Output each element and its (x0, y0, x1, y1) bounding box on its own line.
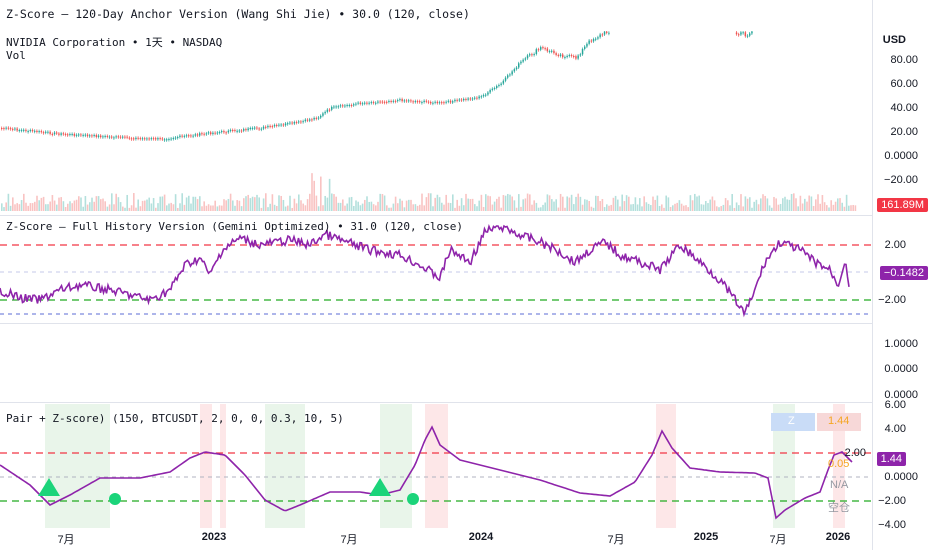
price-axis-divider (872, 0, 873, 550)
empty-pane-tick: 1.0000 (884, 338, 918, 350)
pair-tick: 6.00 (884, 399, 906, 411)
short-zone-highlight (656, 404, 676, 528)
short-zone-highlight (833, 404, 845, 528)
long-zone-highlight (265, 404, 305, 528)
long-zone-highlight (45, 404, 110, 528)
z-full-tick: −2.00 (878, 294, 906, 306)
price-tick: 40.00 (890, 102, 918, 114)
pair-z-box (771, 413, 815, 431)
pair-tick: −4.00 (878, 519, 906, 531)
symbol-info[interactable]: NVIDIA Corporation • 1天 • NASDAQ (6, 36, 223, 49)
z-full-title[interactable]: Z-Score – Full History Version (Gemini O… (6, 220, 463, 233)
time-axis-label: 2024 (468, 531, 494, 543)
long-zone-highlight (773, 404, 795, 528)
pair-na-label: N/A (830, 479, 849, 491)
time-axis-label: 7月 (57, 534, 75, 546)
price-tick: 60.00 (890, 78, 918, 90)
pair-tick: 0.0000 (884, 471, 918, 483)
pane-divider-2[interactable] (0, 323, 872, 324)
empty-pane-tick: 0.0000 (884, 389, 918, 401)
price-candles (1, 31, 753, 142)
short-zone-highlight (200, 404, 212, 528)
time-axis-label: 7月 (607, 534, 625, 546)
z-full-value-tag: −0.1482 (879, 266, 928, 280)
pair-z-box-label: Z (788, 415, 795, 427)
volume-value-tag: 161.89M (877, 198, 928, 212)
price-tick: −20.00 (884, 174, 918, 186)
volume-label[interactable]: Vol (6, 49, 26, 62)
pane-divider-3[interactable] (0, 402, 872, 403)
time-axis-label: 2023 (201, 531, 227, 543)
sell-circle-marker (109, 493, 121, 505)
pane-divider-1[interactable] (0, 215, 872, 216)
pair-box-value: 1.44 (828, 415, 850, 427)
pair-tick: 4.00 (884, 423, 906, 435)
volume-bars (1, 173, 857, 211)
pair-title[interactable]: Pair + Z-score) (150, BTCUSDT, 2, 0, 0, … (6, 412, 344, 425)
empty-pane-tick: 0.0000 (884, 363, 918, 375)
pair-z-line (0, 425, 853, 520)
time-axis-label: 2025 (693, 531, 719, 543)
sell-circle-marker (407, 493, 419, 505)
pair-value-tag: 1.44 (876, 452, 906, 466)
signal-zones (45, 404, 845, 528)
pair-tick: −2.00 (878, 495, 906, 507)
price-tick: 20.00 (890, 126, 918, 138)
pair-state-label: 空仓 (828, 502, 850, 514)
time-axis-label: 7月 (340, 534, 358, 546)
buy-triangle-marker (38, 478, 60, 496)
short-zone-highlight (220, 404, 226, 528)
price-tick: 80.00 (890, 54, 918, 66)
currency-label[interactable]: USD (882, 34, 906, 46)
pair-value-box (817, 413, 861, 431)
z-full-line (0, 223, 850, 318)
buy-triangle-marker (369, 478, 391, 496)
top-indicator-title[interactable]: Z-Score – 120-Day Anchor Version (Wang S… (6, 7, 470, 21)
time-axis-label: 7月 (769, 534, 787, 546)
time-axis-label: 2026 (825, 531, 851, 543)
pair-tick: 2.00 (844, 447, 866, 459)
long-zone-highlight (380, 404, 412, 528)
z-full-tick: 2.00 (884, 239, 906, 251)
pair-orange-value: 0.05 (828, 458, 850, 470)
short-zone-highlight (425, 404, 448, 528)
price-tick: 0.0000 (884, 150, 918, 162)
